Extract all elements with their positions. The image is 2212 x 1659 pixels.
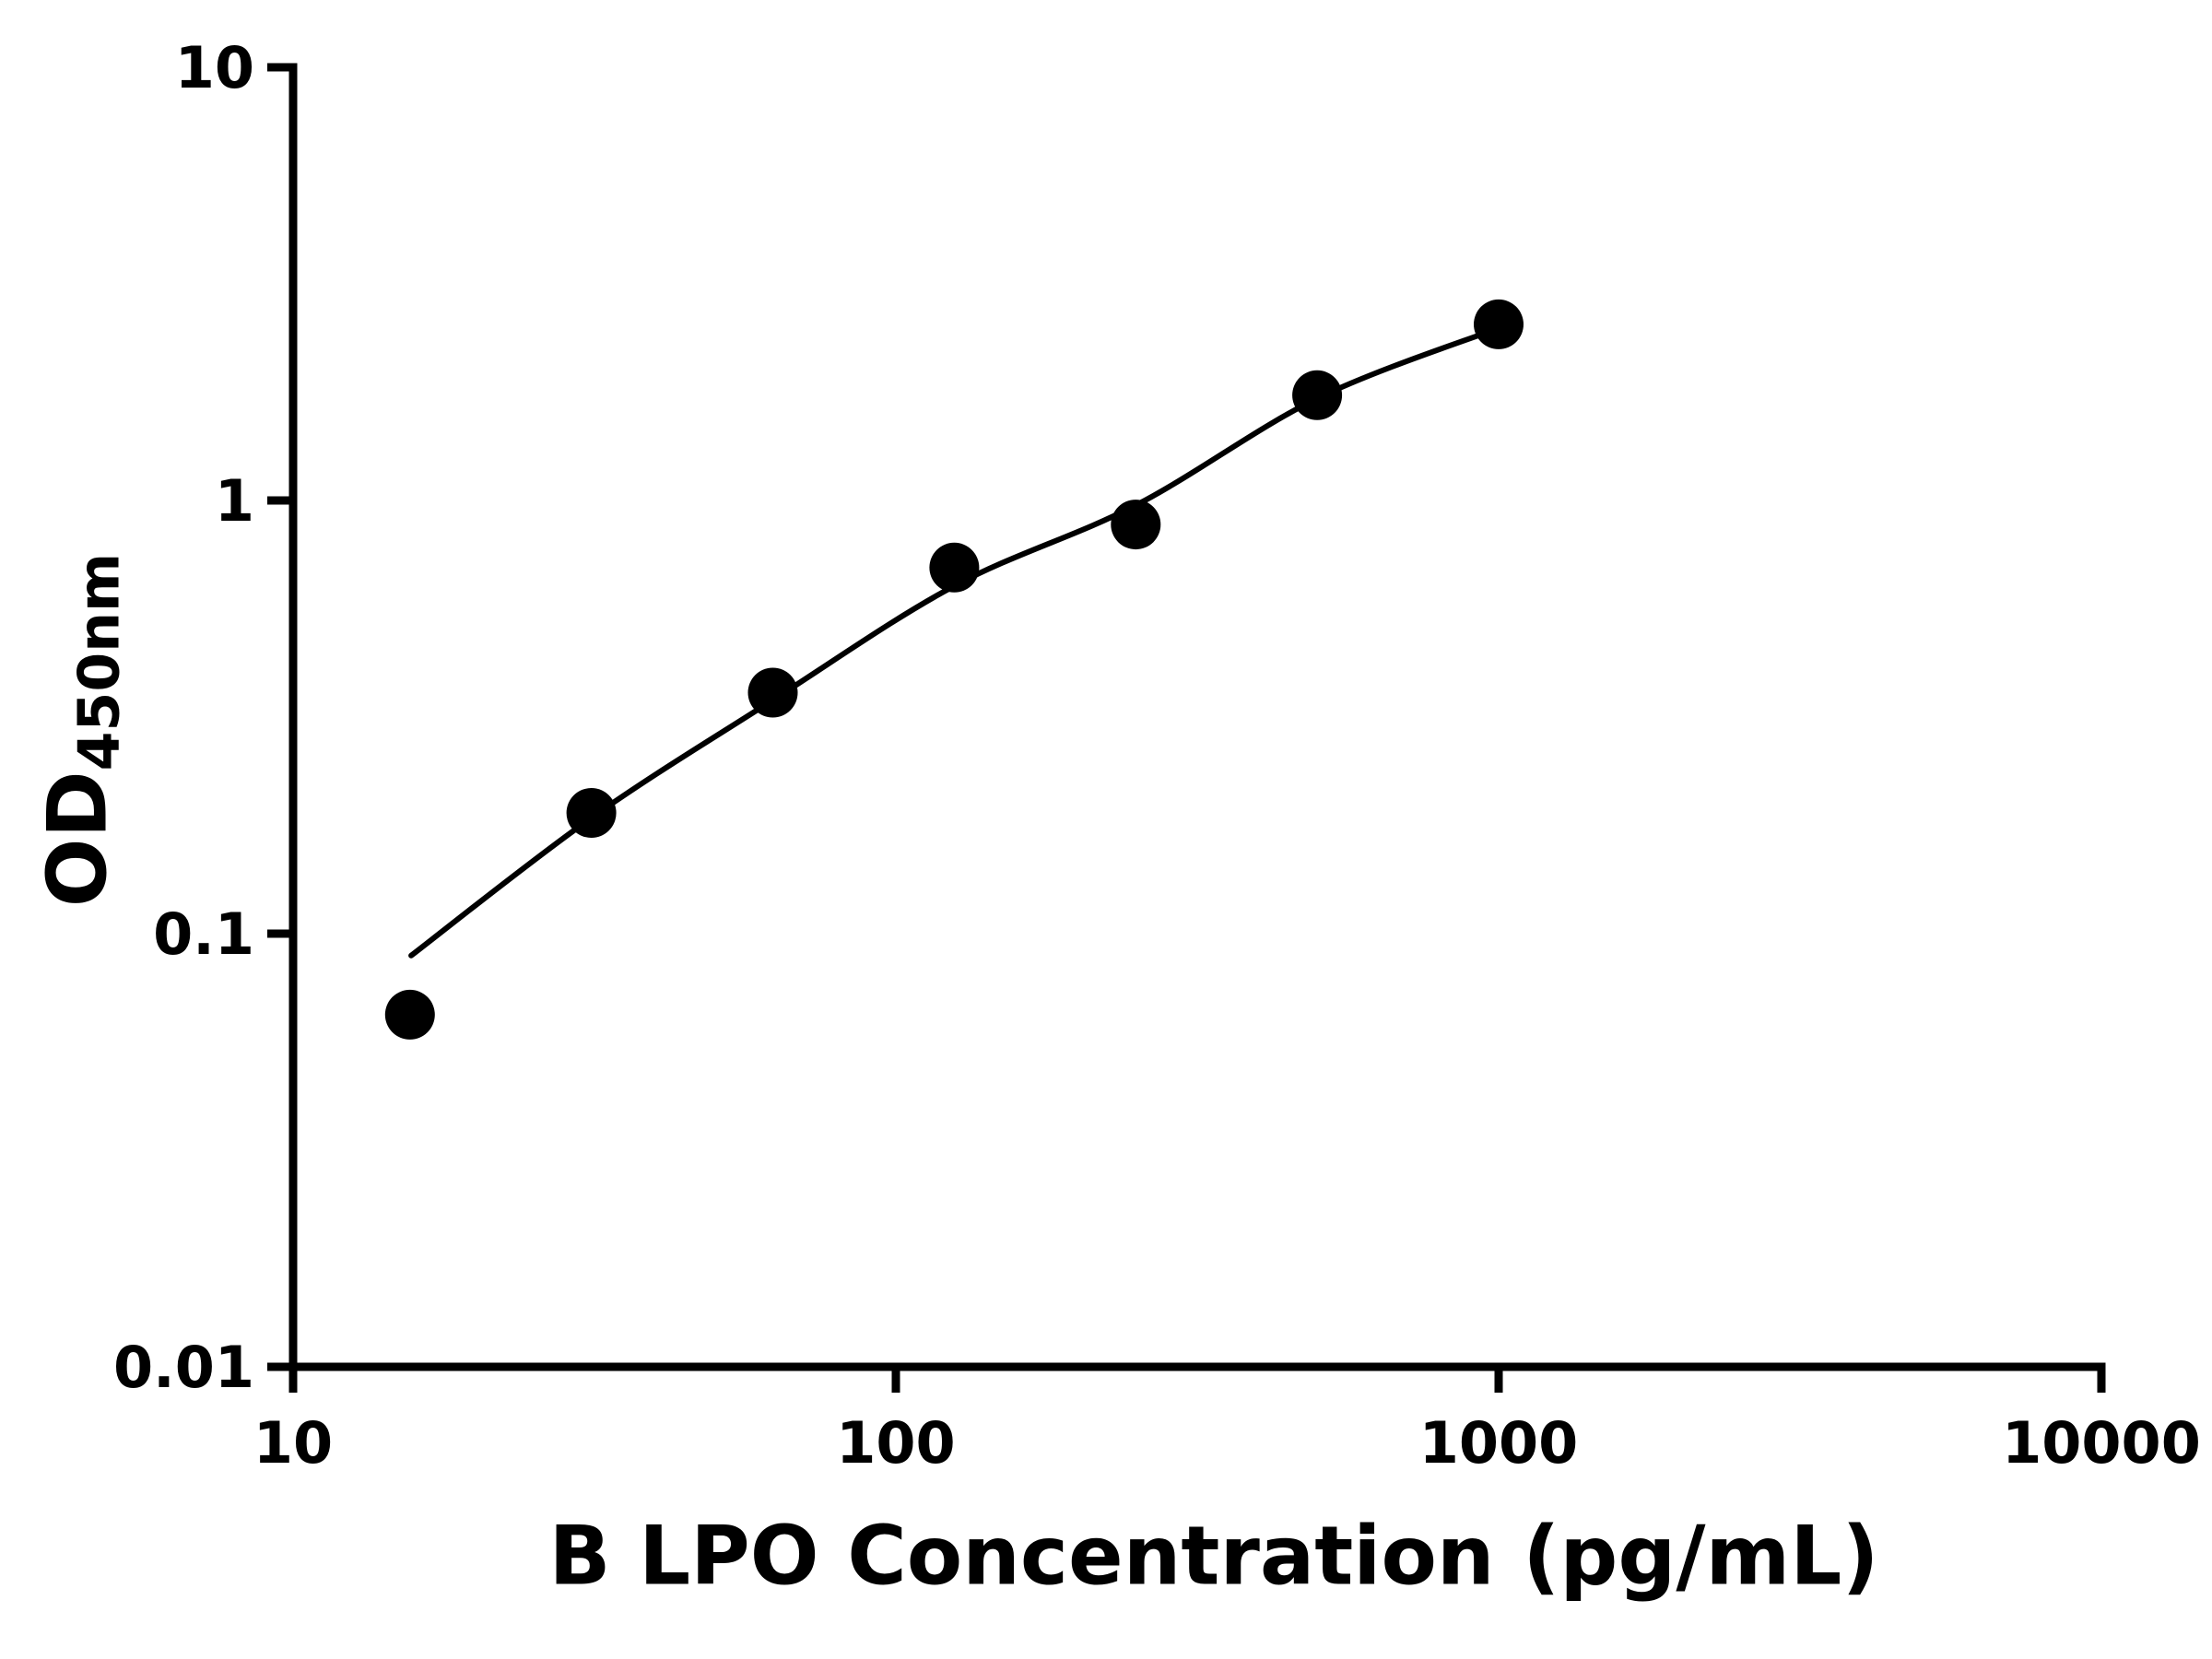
- data-point: [1111, 500, 1161, 550]
- y-tick-label: 0.1: [153, 900, 254, 968]
- data-point: [566, 788, 617, 838]
- fit-curve: [408, 325, 1501, 959]
- axis-lines: [288, 63, 2106, 1371]
- y-tick-label: 0.01: [113, 1334, 254, 1401]
- x-axis-title: B LPO Concentration (pg/mL): [548, 1508, 1879, 1604]
- y-axis-title-sub: 450nm: [65, 552, 133, 771]
- data-point: [1292, 370, 1343, 420]
- y-tick-label: 10: [175, 34, 254, 101]
- data-point: [384, 989, 435, 1040]
- data-point: [929, 542, 980, 593]
- data-point: [747, 667, 798, 718]
- x-tick-label: 10: [253, 1409, 333, 1477]
- y-tick-label: 1: [215, 467, 254, 535]
- data-point: [1474, 299, 1524, 349]
- y-axis-title: OD450nm: [30, 553, 133, 907]
- x-tick-label: 1000: [1419, 1409, 1579, 1477]
- x-tick-label: 10000: [2002, 1409, 2201, 1477]
- x-tick-label: 100: [836, 1409, 955, 1477]
- y-axis-title-main: OD: [29, 771, 125, 908]
